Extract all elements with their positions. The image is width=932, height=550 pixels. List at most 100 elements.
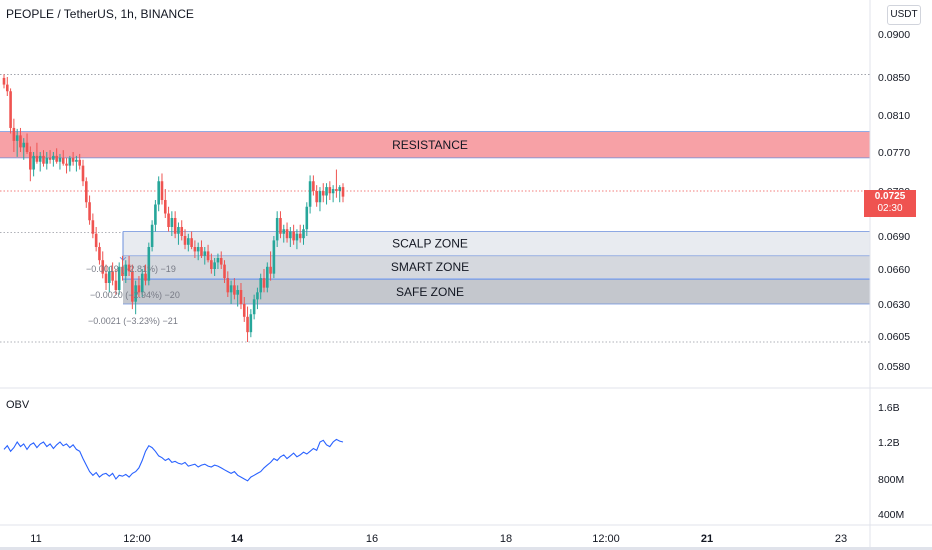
candle-body [200,247,203,256]
candle-body [305,206,309,230]
time-tick-label: 23 [835,533,847,545]
candle-body [236,290,239,295]
candle-body [121,266,124,276]
candle-body [216,258,220,263]
candle-body [124,264,128,276]
candle-body [246,316,249,333]
candle-body [173,218,177,234]
price-tick-label: 0.0850 [878,72,910,84]
candle-body [190,238,193,247]
time-axis-bottom-border [0,547,932,550]
obv-tick-label: 800M [878,474,904,486]
last-price-value: 0.0725 [874,191,906,202]
candle-body [52,155,55,160]
candle-body [229,285,233,293]
time-tick-label: 21 [701,533,713,545]
candle-body [147,247,151,281]
measure-arrow [119,256,127,261]
candle-body [295,233,299,241]
candle-body [335,189,338,191]
candle-body [275,218,279,241]
measure-annotation: −0.0021 (−3.23%) −21 [88,316,178,326]
candle-body [19,135,22,148]
candle-body [140,273,144,293]
last-price-tag: 0.0725 02:30 [864,190,916,217]
candle-body [78,159,81,166]
candle-body [272,240,276,274]
price-tick-label: 0.0690 [878,231,910,243]
candle-body [88,202,91,221]
bar-countdown: 02:30 [877,203,903,214]
candle-body [226,278,230,293]
candle-body [98,247,101,261]
candle-body [262,278,266,288]
candle-body [84,181,88,203]
obv-tick-label: 1.6B [878,402,900,414]
candle-body [29,152,32,170]
zone-label: RESISTANCE [392,138,468,152]
obv-indicator-label[interactable]: OBV [6,399,30,411]
candle-body [91,220,95,234]
candle-body [341,187,345,197]
candle-body [48,157,52,160]
candle-body [117,266,121,290]
currency-button[interactable]: USDT [887,5,921,25]
annotations-layer: −0.0019 (−2.81%) −19 −0.0020 (−2.94%) −20… [86,264,180,326]
candle-body [170,218,174,227]
candle-body [259,278,263,293]
zone-rect [123,231,870,256]
candle-body [38,155,42,162]
candle-body [160,181,164,200]
candle-body [252,299,256,315]
candle-body [210,260,213,269]
candle-body [71,157,75,162]
candle-body [61,157,65,164]
candle-body [65,163,68,166]
candle-body [127,264,131,272]
candle-body [279,218,282,234]
candle-body [315,191,318,203]
candle-body [154,204,157,225]
candle-body [325,187,328,196]
candle-body [187,238,190,245]
candle-body [111,271,114,281]
candle-body [213,262,216,269]
zone-label: SCALP ZONE [392,237,468,251]
candle-body [45,157,49,164]
candle-body [312,181,315,191]
candle-body [302,229,305,239]
candle-body [239,290,243,304]
price-tick-label: 0.0580 [878,361,910,373]
candle-body [292,231,295,241]
candle-body [58,157,62,162]
candle-body [318,191,322,203]
candle-body [68,157,72,166]
obv-tick-label: 1.2B [878,437,900,449]
price-tick-label: 0.0605 [878,331,910,343]
candle-body [282,229,286,234]
candle-body [101,260,105,274]
candle-body [55,155,58,162]
candle-body [167,213,170,227]
time-tick-label: 16 [366,533,378,545]
candle-body [203,251,207,256]
candle-body [75,159,78,162]
candle-body [242,304,246,317]
candle-body [269,266,272,274]
time-tick-label: 11 [30,533,41,545]
symbol-title[interactable]: PEOPLE / TetherUS, 1h, BINANCE [6,7,194,21]
price-tick-label: 0.0660 [878,264,910,276]
measure-annotation: −0.0019 (−2.81%) −19 [86,264,176,274]
candle-body [223,264,226,279]
candle-body [328,187,332,194]
candle-body [180,227,184,236]
candle-body [9,91,12,128]
candles-layer [2,74,345,342]
candle-body [114,280,118,290]
candle-body [42,155,45,164]
time-tick-label: 18 [500,533,512,545]
candle-body [22,142,26,148]
candle-body [206,251,210,261]
